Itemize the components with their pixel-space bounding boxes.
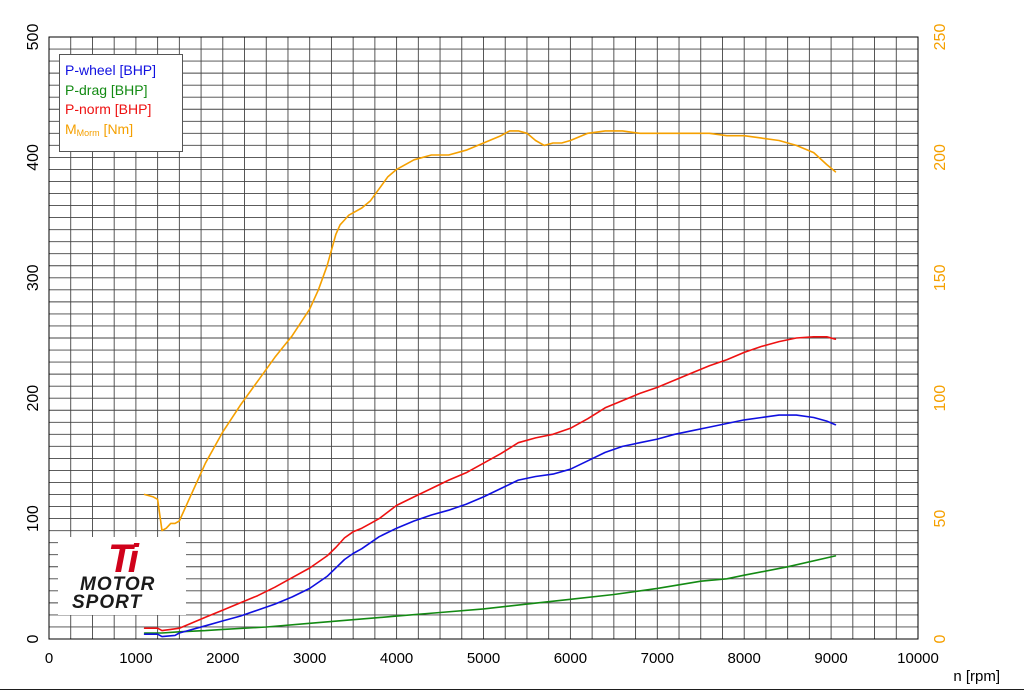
x-tick-label: 2000 [206, 650, 239, 667]
x-tick-label: 0 [45, 650, 53, 667]
y-right-tick-label: 50 [932, 510, 949, 528]
x-tick-label: 4000 [380, 650, 413, 667]
y-right-tick-label: 100 [932, 385, 949, 412]
y-right-tick-label: 0 [932, 634, 949, 643]
y-left-tick-label: 100 [25, 505, 42, 532]
x-tick-label: 7000 [641, 650, 674, 667]
x-tick-label: 8000 [728, 650, 761, 667]
tick-labels: 0 1000 2000 3000 4000 5000 6000 7000 8000 9000 100… [25, 24, 1000, 685]
y-left-tick-label: 400 [25, 144, 42, 171]
logo-ti: Ti [108, 537, 139, 581]
legend-p-wheel: P-wheel [BHP] [65, 62, 157, 78]
x-tick-label: 5000 [467, 650, 500, 667]
y-right-tick-label: 250 [932, 24, 949, 51]
legend-m-morm-main: M [65, 120, 77, 137]
y-left-tick-label: 200 [25, 385, 42, 412]
x-tick-label: 9000 [814, 650, 847, 667]
series-line-3 [143, 130, 837, 532]
legend-m-morm-unit: [Nm] [99, 120, 134, 137]
series-line-1 [143, 555, 837, 634]
series-line-2 [143, 335, 837, 632]
logo-sport: SPORT [72, 592, 143, 613]
legend-p-drag: P-drag [BHP] [65, 81, 148, 98]
logo-motor: MOTOR [80, 574, 156, 595]
series-group [143, 130, 837, 638]
y-left-tick-label: 300 [25, 264, 42, 291]
x-tick-label: 10000 [897, 650, 939, 667]
legend-p-norm: P-norm [BHP] [65, 101, 152, 117]
legend-m-morm-sub: Morm [76, 127, 100, 138]
motorsport-logo: Ti MOTOR SPORT [58, 537, 186, 615]
x-tick-label: 6000 [554, 650, 587, 667]
y-right-tick-label: 200 [932, 144, 949, 171]
y-left-tick-label: 500 [25, 24, 42, 51]
x-tick-label: 1000 [119, 650, 152, 667]
series-line-0 [143, 414, 837, 638]
x-axis-label: n [rpm] [953, 668, 1000, 685]
x-tick-label: 3000 [293, 650, 326, 667]
plot-frame [48, 36, 919, 640]
y-left-tick-label: 0 [25, 634, 42, 643]
legend-m-morm: MMorm [Nm] [65, 120, 182, 144]
legend: P-wheel [BHP] P-drag [BHP] P-norm [BHP] … [59, 54, 183, 152]
y-right-tick-label: 150 [932, 264, 949, 291]
bottom-rule [0, 689, 1024, 690]
